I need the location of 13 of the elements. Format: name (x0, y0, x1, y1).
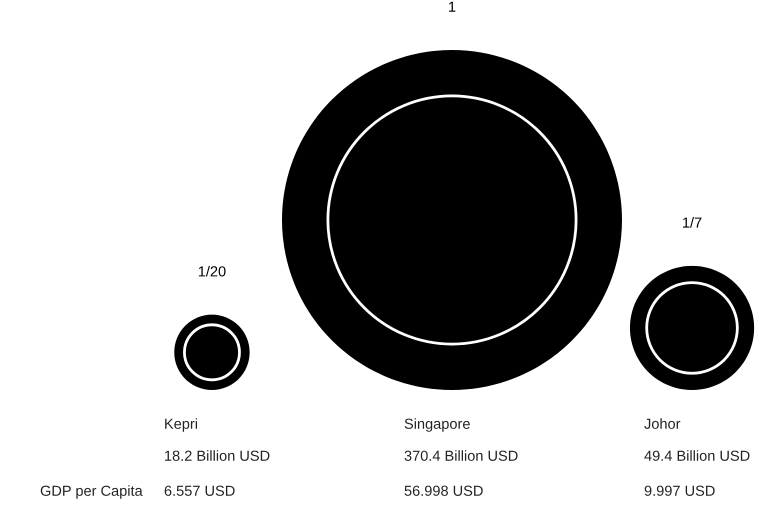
data-label: 56.998 USD (404, 486, 483, 496)
data-label: 370.4 Billion USD (404, 450, 518, 461)
text: GDP per Capita (40, 485, 143, 499)
text: 1/7 (683, 217, 702, 228)
category-label: Singapore (404, 418, 470, 432)
data-label: 6.557 USD (164, 486, 235, 496)
category-label: Johor (644, 418, 680, 429)
data-label: 49.4 Billion USD (644, 450, 750, 461)
data-label: 18.2 Billion USD (165, 450, 270, 461)
text: 1 (449, 2, 456, 12)
text: 1/20 (198, 266, 226, 277)
data-label: 9.997 USD (644, 486, 715, 496)
category-label: Kepri (165, 418, 198, 432)
